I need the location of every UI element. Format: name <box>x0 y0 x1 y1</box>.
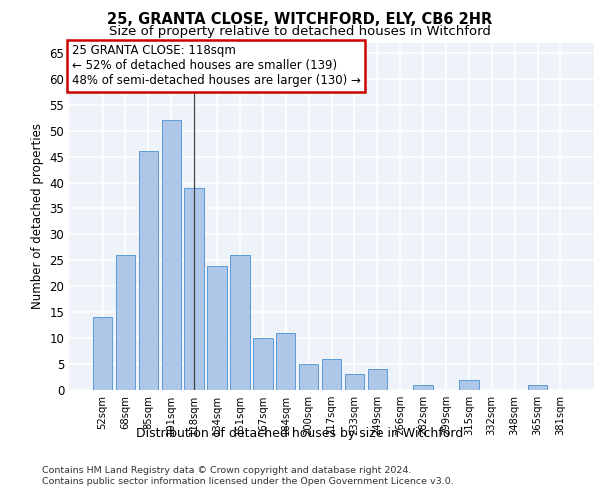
Bar <box>139 152 158 390</box>
Bar <box>299 364 319 390</box>
Bar <box>276 333 295 390</box>
Y-axis label: Number of detached properties: Number of detached properties <box>31 123 44 309</box>
Bar <box>253 338 272 390</box>
Bar <box>230 255 250 390</box>
Text: 25, GRANTA CLOSE, WITCHFORD, ELY, CB6 2HR: 25, GRANTA CLOSE, WITCHFORD, ELY, CB6 2H… <box>107 12 493 28</box>
Text: Distribution of detached houses by size in Witchford: Distribution of detached houses by size … <box>136 428 464 440</box>
Text: Size of property relative to detached houses in Witchford: Size of property relative to detached ho… <box>109 25 491 38</box>
Bar <box>322 359 341 390</box>
Bar <box>368 370 387 390</box>
Bar <box>344 374 364 390</box>
Text: Contains public sector information licensed under the Open Government Licence v3: Contains public sector information licen… <box>42 477 454 486</box>
Bar <box>184 188 204 390</box>
Bar <box>208 266 227 390</box>
Bar <box>459 380 479 390</box>
Text: 25 GRANTA CLOSE: 118sqm
← 52% of detached houses are smaller (139)
48% of semi-d: 25 GRANTA CLOSE: 118sqm ← 52% of detache… <box>71 44 361 87</box>
Text: Contains HM Land Registry data © Crown copyright and database right 2024.: Contains HM Land Registry data © Crown c… <box>42 466 412 475</box>
Bar <box>93 318 112 390</box>
Bar <box>413 385 433 390</box>
Bar <box>116 255 135 390</box>
Bar <box>528 385 547 390</box>
Bar <box>161 120 181 390</box>
